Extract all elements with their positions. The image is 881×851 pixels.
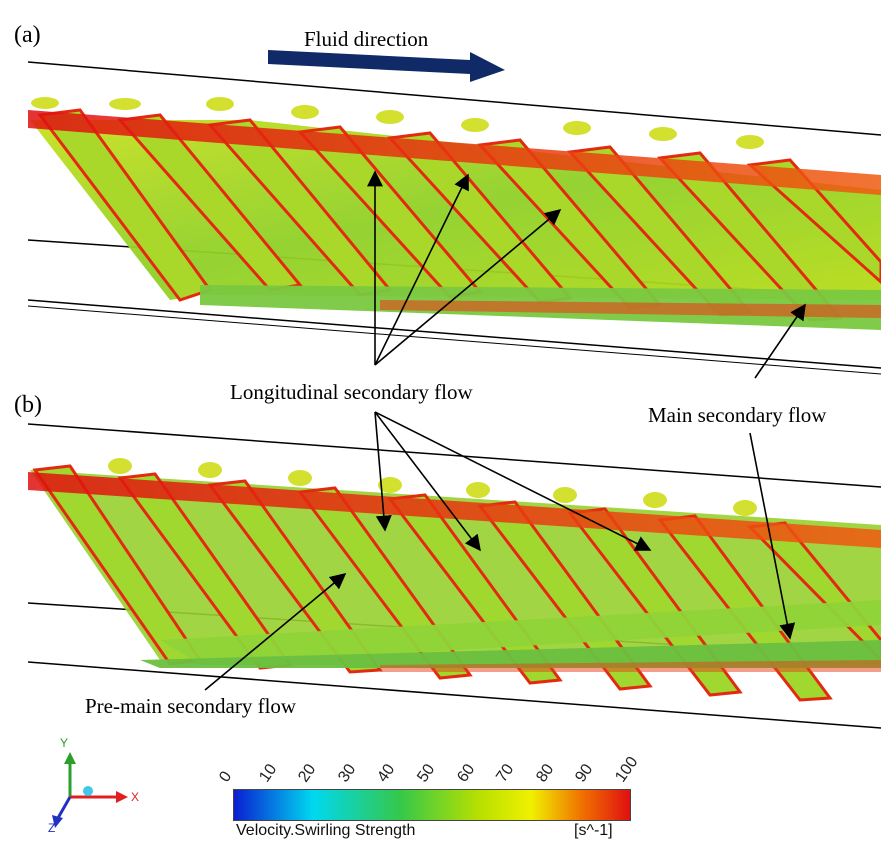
main-flow-label: Main secondary flow (648, 403, 827, 427)
colorbar-unit: [s^-1] (574, 822, 613, 839)
colorbar (233, 789, 631, 821)
axis-triad (52, 752, 128, 828)
fluid-direction-arrow (268, 50, 505, 82)
panel-a-vortex-field (28, 97, 881, 330)
axis-y-label: Y (60, 736, 69, 750)
annotation-arrows (204, 170, 806, 691)
panel-b-vortex-field (28, 458, 881, 702)
panel-label-a: (a) (14, 22, 41, 48)
longitudinal-flow-label: Longitudinal secondary flow (230, 380, 473, 404)
fluid-direction-label: Fluid direction (304, 27, 429, 51)
axis-z-label: Z (48, 821, 56, 835)
panel-label-b: (b) (14, 392, 42, 418)
axis-x-label: X (131, 790, 140, 804)
pre-main-flow-label: Pre-main secondary flow (85, 694, 297, 718)
colorbar-title: Velocity.Swirling Strength (236, 822, 416, 839)
